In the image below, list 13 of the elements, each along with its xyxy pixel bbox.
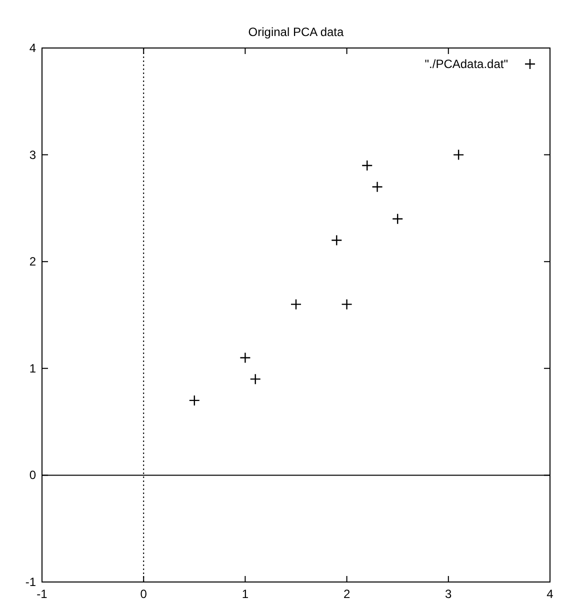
chart-title: Original PCA data <box>248 25 344 39</box>
x-tick-label: 4 <box>546 587 554 601</box>
x-tick-label: 1 <box>242 587 249 601</box>
y-tick-label: 1 <box>29 361 36 376</box>
y-tick-label: 4 <box>29 41 36 55</box>
y-tick-label: 0 <box>29 468 36 482</box>
y-tick-label: 2 <box>29 254 36 269</box>
y-tick-label: 3 <box>29 148 36 162</box>
x-tick-label: 3 <box>445 587 452 601</box>
legend-label: "./PCAdata.dat" <box>424 57 508 71</box>
x-tick-label: 2 <box>343 587 350 601</box>
x-tick-label: 0 <box>140 587 148 601</box>
y-tick-label: -1 <box>25 575 36 589</box>
